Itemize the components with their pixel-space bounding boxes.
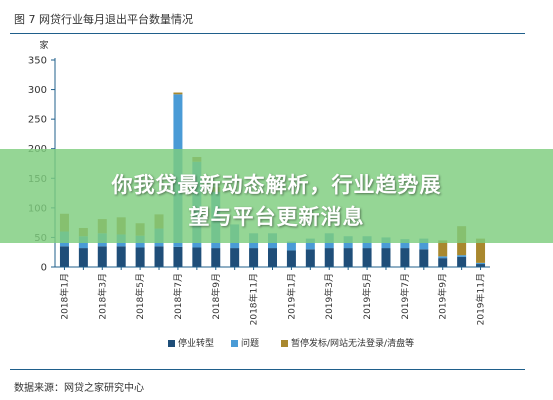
x-tick-label: 2018年5月 <box>134 273 146 320</box>
bar-segment <box>97 246 107 267</box>
bar-segment <box>438 256 448 259</box>
bar-segment <box>343 248 353 267</box>
legend-swatch <box>231 340 238 347</box>
legend-label: 问题 <box>241 337 259 349</box>
y-tick-label: 250 <box>28 115 47 126</box>
x-tick-label: 2018年7月 <box>172 273 184 320</box>
headline-line-1: 你我贷最新动态解析，行业趋势展 <box>111 173 442 197</box>
top-rule <box>10 33 525 34</box>
y-axis-unit-label: 家 <box>39 39 48 51</box>
source-note: 数据来源：网贷之家研究中心 <box>14 383 144 394</box>
legend: 停业转型 问题 暂停发标/网站无法登录/清盘等 <box>168 337 414 349</box>
bar-segment <box>173 92 183 95</box>
bar-segment <box>400 239 410 249</box>
bar-segment <box>154 246 164 267</box>
bar-segment <box>268 248 277 267</box>
bar-segment <box>457 256 467 267</box>
figure-title: 图 7 网贷行业每月退出平台数量情况 <box>14 13 193 26</box>
bar-segment <box>211 248 221 267</box>
y-tick-label: 300 <box>28 85 47 96</box>
bar-segment <box>476 264 486 267</box>
bar-segment <box>305 249 315 267</box>
headline-line-2: 望与平台更新消息 <box>188 205 365 229</box>
bar-segment <box>286 241 296 251</box>
x-axis: 2018年1月 2018年3月 2018年5月 2018年7月 2018年9月 2018年… <box>55 266 490 325</box>
x-tick-label: 2018年9月 <box>210 273 222 320</box>
bar-segment <box>476 238 486 263</box>
bottom-rule <box>10 369 525 370</box>
x-tick-label: 2019年5月 <box>361 273 373 320</box>
legend-label: 停业转型 <box>178 337 214 349</box>
bar-segment <box>135 247 145 267</box>
bar-segment <box>249 248 259 267</box>
bar-segment <box>381 248 391 267</box>
bar-segment <box>305 238 315 250</box>
bar-segment <box>419 238 429 250</box>
bar-segment <box>286 250 296 267</box>
x-tick-label: 2019年7月 <box>399 273 411 320</box>
y-tick-label: 350 <box>28 56 47 67</box>
y-tick-label: 0 <box>41 263 47 274</box>
bar-segment <box>324 248 334 267</box>
legend-label: 暂停发标/网站无法登录/清盘等 <box>291 337 414 349</box>
legend-swatch <box>168 340 175 347</box>
bar-segment <box>362 248 372 267</box>
bar-segment <box>476 262 486 265</box>
x-tick-label: 2019年1月 <box>285 273 297 320</box>
x-tick-label: 2018年1月 <box>58 273 70 320</box>
bar-segment <box>116 246 126 267</box>
bar-segment <box>419 249 429 267</box>
headline-banner: 你我贷最新动态解析，行业趋势展 望与平台更新消息 <box>0 149 553 243</box>
x-tick-label: 2018年3月 <box>96 273 108 320</box>
x-tick-label: 2019年3月 <box>323 273 335 320</box>
bar-segment <box>192 247 202 267</box>
bar-segment <box>457 255 467 257</box>
bar-segment <box>400 248 410 267</box>
x-tick-label: 2018年11月 <box>248 273 260 325</box>
bar-segment <box>78 248 88 267</box>
x-tick-label: 2019年11月 <box>475 273 487 325</box>
x-tick-label: 2019年9月 <box>437 273 449 320</box>
bar-segment <box>59 246 69 267</box>
bar-segment <box>230 248 240 267</box>
legend-swatch <box>281 340 288 347</box>
bar-segment <box>438 258 448 267</box>
bar-segment <box>173 246 183 267</box>
bar-segment <box>438 240 448 257</box>
